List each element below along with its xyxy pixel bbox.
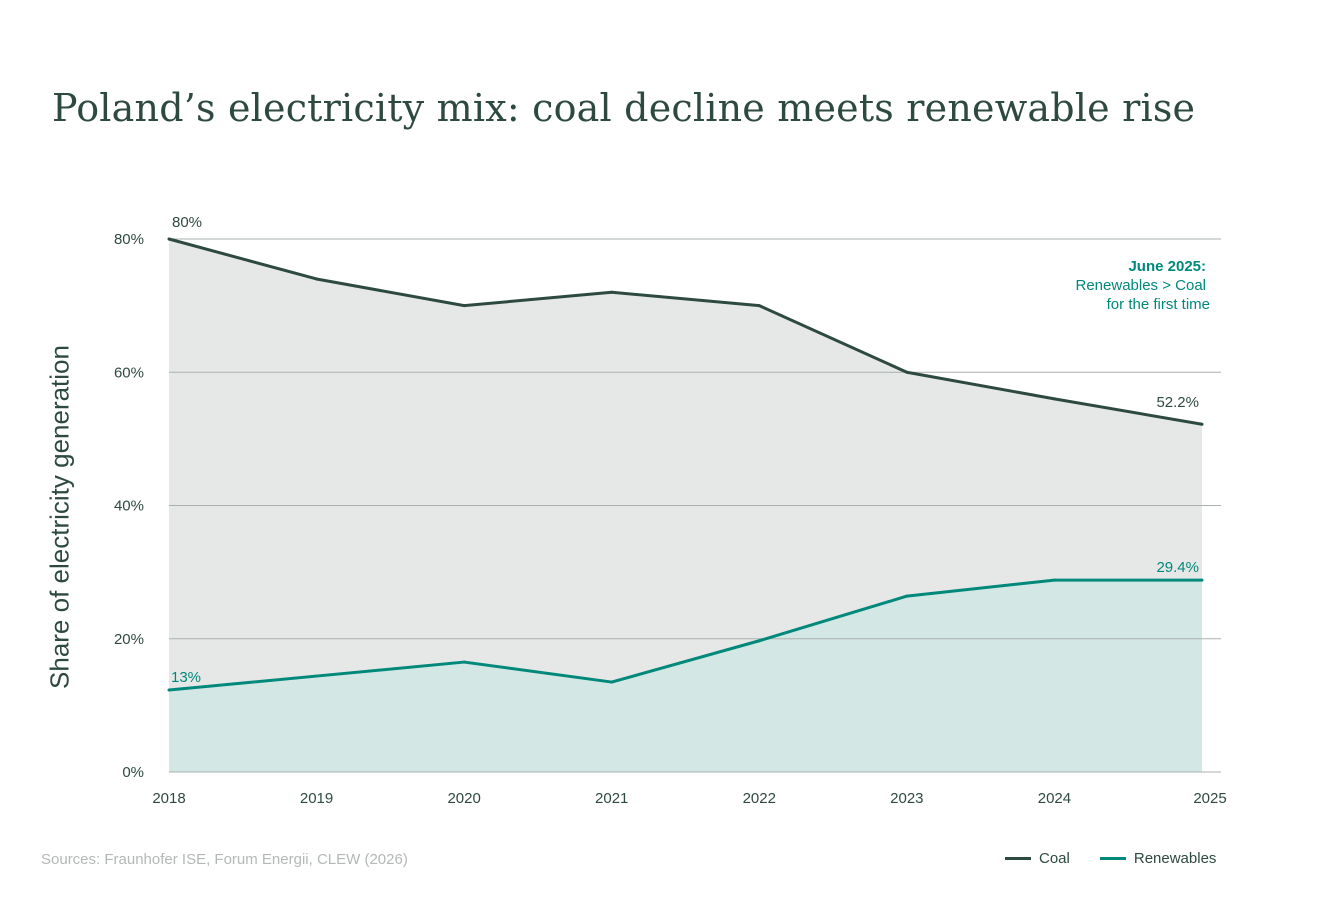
renewables-line [168, 578, 1202, 692]
legend-swatch-coal [1005, 857, 1031, 860]
source-note: Sources: Fraunhofer ISE, Forum Energii, … [41, 851, 408, 868]
annotation-line-1: Renewables > Coal [1076, 277, 1207, 294]
annotation: June 2025: Renewables > Coal for the fir… [1076, 258, 1211, 313]
y-tick-label: 80% [114, 231, 144, 248]
renewables-point [905, 594, 909, 598]
x-tick-label: 2022 [743, 790, 776, 807]
renewables-point [1200, 578, 1204, 582]
legend-item-renewables: Renewables [1099, 850, 1217, 867]
y-tick-label: 0% [122, 764, 144, 781]
y-tick-label: 20% [114, 631, 144, 648]
renewables-point [610, 680, 614, 684]
renewables-label-first: 13% [171, 669, 201, 686]
coal-point [1052, 397, 1056, 401]
x-tick-label: 2023 [890, 790, 923, 807]
annotation-line-2: for the first time [1107, 296, 1210, 313]
coal-point [462, 304, 466, 308]
coal-label-last: 52.2% [1156, 394, 1199, 411]
legend-label-renewables: Renewables [1133, 850, 1217, 867]
x-tick-label: 2024 [1038, 790, 1071, 807]
renewables-point [315, 674, 319, 678]
coal-line [168, 237, 1203, 426]
x-tick-label: 2021 [595, 790, 628, 807]
legend: Coal Renewables [1005, 850, 1216, 867]
x-tick-label: 2020 [447, 790, 480, 807]
coal-point [757, 304, 761, 308]
legend-label-coal: Coal [1039, 850, 1070, 867]
renewables-area [169, 580, 1202, 772]
y-tick-label: 60% [114, 364, 144, 381]
coal-label-first: 80% [172, 214, 202, 231]
coal-point [1200, 422, 1204, 426]
x-tick-label: 2025 [1193, 790, 1226, 807]
legend-item-coal: Coal [1005, 850, 1070, 867]
coal-point [905, 370, 909, 374]
annotation-heading: June 2025: [1128, 258, 1206, 275]
y-tick-label: 40% [114, 498, 144, 515]
renewables-label-last: 29.4% [1156, 559, 1199, 576]
renewables-point [757, 639, 761, 643]
x-tick-label: 2019 [300, 790, 333, 807]
coal-point [315, 277, 319, 281]
coal-point [167, 237, 171, 241]
renewables-point [1052, 578, 1056, 582]
x-tick-label: 2018 [152, 790, 185, 807]
coal-point [610, 290, 614, 294]
chart-title: Poland’s electricity mix: coal decline m… [52, 86, 1196, 130]
legend-swatch-renewables [1099, 857, 1126, 860]
renewables-point [167, 688, 171, 692]
renewables-point [462, 660, 466, 664]
